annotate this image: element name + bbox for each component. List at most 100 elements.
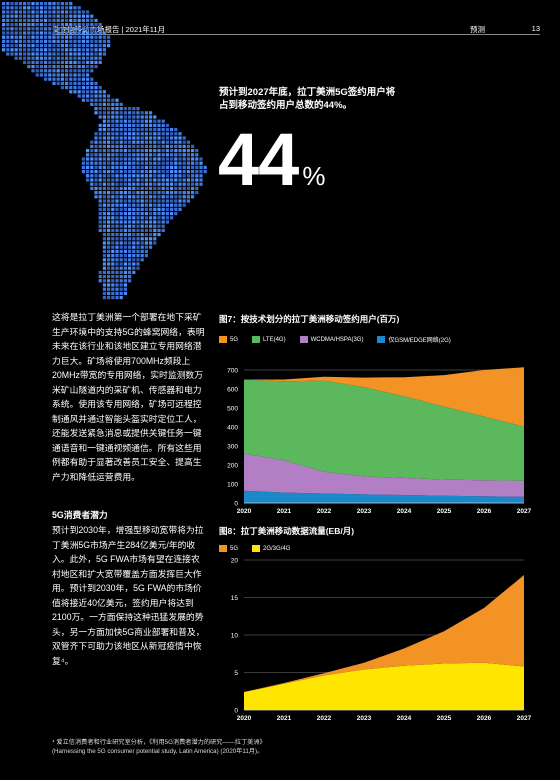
map-pixel xyxy=(102,39,106,43)
x-tick-label: 2024 xyxy=(397,715,412,722)
map-pixel xyxy=(186,153,190,157)
map-pixel xyxy=(2,18,6,22)
map-pixel xyxy=(153,149,157,153)
map-pixel xyxy=(107,119,111,123)
map-pixel xyxy=(178,144,182,148)
map-pixel xyxy=(52,81,56,85)
map-pixel xyxy=(94,136,98,140)
map-pixel xyxy=(102,195,106,199)
map-pixel xyxy=(132,107,136,111)
map-pixel xyxy=(94,174,98,178)
map-pixel xyxy=(115,262,119,266)
map-pixel xyxy=(111,245,115,249)
map-pixel xyxy=(102,31,106,35)
map-pixel xyxy=(73,56,77,60)
map-pixel xyxy=(69,77,73,81)
map-pixel xyxy=(65,10,69,14)
map-pixel xyxy=(94,44,98,48)
map-pixel xyxy=(111,287,115,291)
map-pixel xyxy=(111,136,115,140)
map-pixel xyxy=(6,31,10,35)
map-pixel xyxy=(123,107,127,111)
map-pixel xyxy=(115,195,119,199)
x-tick-label: 2025 xyxy=(437,715,452,722)
map-pixel xyxy=(119,207,123,211)
map-pixel xyxy=(136,216,140,220)
map-pixel xyxy=(98,165,102,169)
map-pixel xyxy=(119,224,123,228)
map-pixel xyxy=(123,195,127,199)
map-pixel xyxy=(182,165,186,169)
map-pixel xyxy=(153,144,157,148)
map-pixel xyxy=(86,178,90,182)
map-pixel xyxy=(107,262,111,266)
map-pixel xyxy=(14,39,18,43)
map-pixel xyxy=(140,178,144,182)
map-pixel xyxy=(90,90,94,94)
legend-label: 仅GSM/EDGE网络(2G) xyxy=(388,338,451,344)
area-series-0 xyxy=(244,662,524,710)
map-pixel xyxy=(77,44,81,48)
map-pixel xyxy=(119,123,123,127)
map-pixel xyxy=(69,18,73,22)
map-pixel xyxy=(136,224,140,228)
map-pixel xyxy=(153,186,157,190)
map-pixel xyxy=(18,44,22,48)
map-pixel xyxy=(170,140,174,144)
map-pixel xyxy=(77,18,81,22)
map-pixel xyxy=(39,31,43,35)
map-pixel xyxy=(161,195,165,199)
map-pixel xyxy=(60,81,64,85)
map-pixel xyxy=(149,170,153,174)
map-pixel xyxy=(73,77,77,81)
map-pixel xyxy=(81,18,85,22)
map-pixel xyxy=(136,128,140,132)
map-pixel xyxy=(39,52,43,56)
map-pixel xyxy=(132,153,136,157)
map-pixel xyxy=(186,195,190,199)
map-pixel xyxy=(165,136,169,140)
map-pixel xyxy=(128,178,132,182)
map-pixel xyxy=(123,279,127,283)
map-pixel xyxy=(10,48,14,52)
map-pixel xyxy=(107,170,111,174)
map-pixel xyxy=(81,31,85,35)
map-pixel xyxy=(123,287,127,291)
map-pixel xyxy=(18,31,22,35)
map-pixel xyxy=(98,161,102,165)
map-pixel xyxy=(115,186,119,190)
map-pixel xyxy=(119,296,123,300)
map-pixel xyxy=(90,170,94,174)
map-pixel xyxy=(182,136,186,140)
map-pixel xyxy=(136,207,140,211)
map-pixel xyxy=(111,115,115,119)
map-pixel xyxy=(128,186,132,190)
map-pixel xyxy=(149,199,153,203)
map-pixel xyxy=(123,153,127,157)
map-pixel xyxy=(111,203,115,207)
map-pixel xyxy=(27,23,31,27)
map-pixel xyxy=(144,111,148,115)
map-pixel xyxy=(174,191,178,195)
map-pixel xyxy=(86,48,90,52)
map-pixel xyxy=(107,153,111,157)
map-pixel xyxy=(98,102,102,106)
map-pixel xyxy=(14,2,18,6)
map-pixel xyxy=(144,228,148,232)
map-pixel xyxy=(94,178,98,182)
map-pixel xyxy=(123,228,127,232)
map-pixel xyxy=(144,157,148,161)
map-pixel xyxy=(111,237,115,241)
map-pixel xyxy=(52,2,56,6)
map-pixel xyxy=(102,212,106,216)
map-pixel xyxy=(35,44,39,48)
map-pixel xyxy=(2,10,6,14)
map-pixel xyxy=(182,174,186,178)
map-pixel xyxy=(157,216,161,220)
map-pixel xyxy=(56,60,60,64)
map-pixel xyxy=(165,144,169,148)
map-pixel xyxy=(35,23,39,27)
map-pixel xyxy=(132,115,136,119)
map-pixel xyxy=(115,275,119,279)
map-pixel xyxy=(178,174,182,178)
